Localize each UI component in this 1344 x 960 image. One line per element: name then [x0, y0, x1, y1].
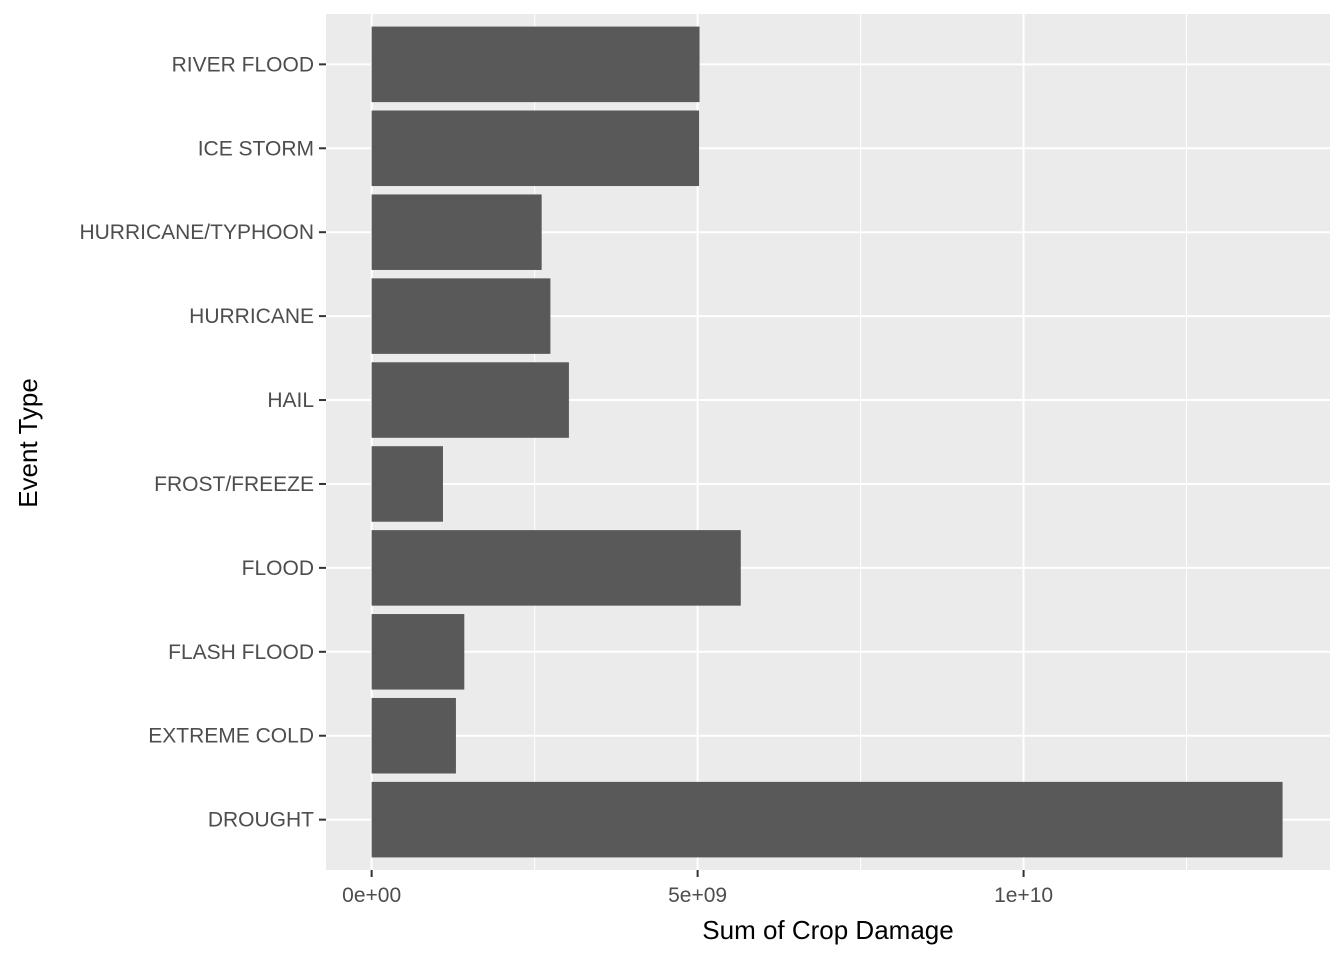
y-tick-label: FLASH FLOOD	[168, 641, 314, 664]
bar-flood	[371, 530, 741, 606]
y-tick-label: DROUGHT	[208, 809, 314, 832]
y-tick-label: EXTREME COLD	[148, 725, 314, 748]
x-axis-title: Sum of Crop Damage	[702, 915, 953, 945]
y-tick-label: FROST/FREEZE	[154, 473, 314, 496]
bar-river-flood	[371, 26, 700, 103]
bar-hurricane-typhoon	[371, 194, 542, 270]
bar-hurricane	[371, 278, 551, 354]
bars	[371, 26, 1283, 858]
x-tick-label: 0e+00	[342, 884, 401, 907]
x-axis: 0e+00 5e+09 1e+10	[342, 870, 1053, 907]
y-tick-label: FLOOD	[242, 557, 314, 580]
y-axis: DROUGHT EXTREME COLD FLASH FLOOD FLOOD FROST…	[79, 53, 326, 832]
y-tick-label: HURRICANE/TYPHOON	[79, 221, 314, 244]
y-tick-label: HAIL	[267, 389, 314, 412]
bar-drought	[371, 781, 1283, 858]
y-tick-label: RIVER FLOOD	[172, 53, 314, 76]
bar-hail	[371, 362, 569, 438]
y-tick-label: ICE STORM	[198, 137, 314, 160]
y-axis-title: Event Type	[13, 378, 43, 508]
x-tick-label: 5e+09	[668, 884, 727, 907]
y-tick-label: HURRICANE	[189, 305, 314, 328]
x-tick-label: 1e+10	[994, 884, 1053, 907]
bar-frost-freeze	[371, 446, 443, 522]
bar-flash-flood	[371, 614, 465, 690]
bar-ice-storm	[371, 110, 700, 187]
bar-extreme-cold	[371, 697, 456, 774]
